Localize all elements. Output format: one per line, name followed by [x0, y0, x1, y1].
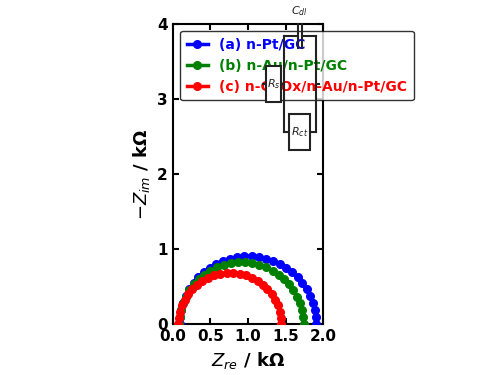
Text: $R_{ct}$: $R_{ct}$ — [291, 125, 309, 139]
Bar — [266, 66, 281, 102]
Text: $R_s$: $R_s$ — [267, 77, 280, 91]
Bar — [289, 114, 310, 150]
Legend: (a) n-Pt/GC, (b) n-Au/n-Pt/GC, (c) n-CoOx/n-Au/n-Pt/GC: (a) n-Pt/GC, (b) n-Au/n-Pt/GC, (c) n-CoO… — [180, 31, 414, 100]
Y-axis label: $-Z_{im}$ / kΩ: $-Z_{im}$ / kΩ — [130, 128, 152, 220]
X-axis label: $Z_{re}$ / kΩ: $Z_{re}$ / kΩ — [211, 350, 285, 371]
Text: $C_{dl}$: $C_{dl}$ — [292, 4, 309, 18]
